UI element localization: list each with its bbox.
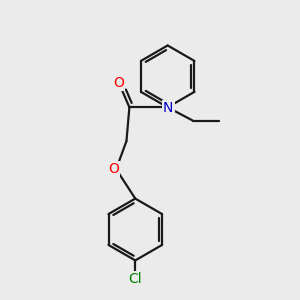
Text: O: O [113, 76, 124, 90]
Text: O: O [108, 162, 118, 176]
Text: Cl: Cl [128, 272, 142, 286]
Text: N: N [163, 101, 173, 115]
